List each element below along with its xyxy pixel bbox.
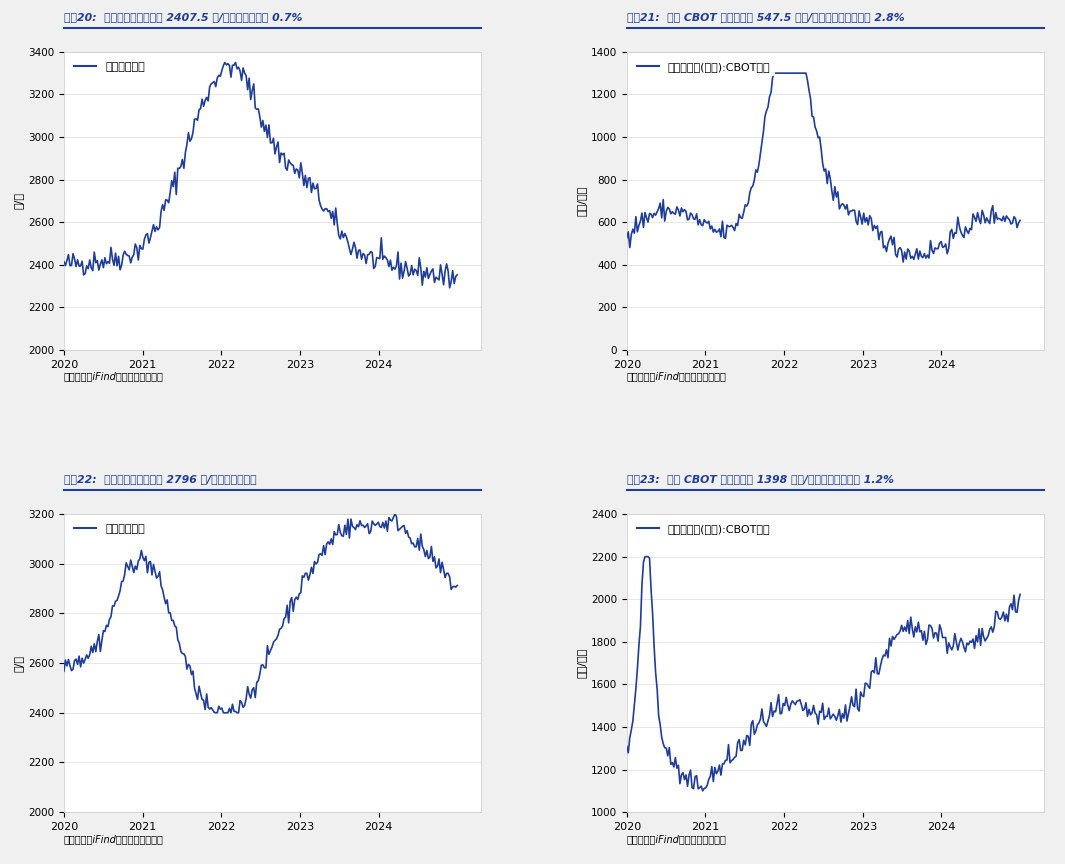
Text: 图表22:  本周国内粳稻现货价 2796 元/吨，较上周持平: 图表22: 本周国内粳稻现货价 2796 元/吨，较上周持平 xyxy=(64,473,257,484)
Y-axis label: 元/吨: 元/吨 xyxy=(14,655,23,671)
Y-axis label: 美分/蒲式: 美分/蒲式 xyxy=(576,186,587,216)
Y-axis label: 元/吨: 元/吨 xyxy=(14,193,23,209)
Legend: 现货价：粳稻: 现货价：粳稻 xyxy=(69,519,149,538)
Y-axis label: 美分/英担: 美分/英担 xyxy=(576,648,587,678)
Text: 图表20:  本周国内小麦现货价 2407.5 元/吨，较上周下跌 0.7%: 图表20: 本周国内小麦现货价 2407.5 元/吨，较上周下跌 0.7% xyxy=(64,11,302,22)
Text: 资料来源：iFind，国盛证券研究所: 资料来源：iFind，国盛证券研究所 xyxy=(627,834,726,844)
Text: 资料来源：iFind，国盛证券研究所: 资料来源：iFind，国盛证券研究所 xyxy=(627,372,726,382)
Text: 资料来源：iFind，国盛证券研究所: 资料来源：iFind，国盛证券研究所 xyxy=(64,372,164,382)
Legend: 期货收盘价(活跃):CBOT糙米: 期货收盘价(活跃):CBOT糙米 xyxy=(633,519,775,538)
Text: 资料来源：iFind，国盛证券研究所: 资料来源：iFind，国盛证券研究所 xyxy=(64,834,164,844)
Legend: 期货收盘价(活跃):CBOT小麦: 期货收盘价(活跃):CBOT小麦 xyxy=(633,57,775,76)
Legend: 现货价：小麦: 现货价：小麦 xyxy=(69,57,149,76)
Text: 图表23:  本周 CBOT 糙米收盘价 1398 美分/英担，较上周下跌 1.2%: 图表23: 本周 CBOT 糙米收盘价 1398 美分/英担，较上周下跌 1.2… xyxy=(627,473,894,484)
Text: 图表21:  本周 CBOT 小麦收盘价 547.5 美分/蒲式耳，较上周上涨 2.8%: 图表21: 本周 CBOT 小麦收盘价 547.5 美分/蒲式耳，较上周上涨 2… xyxy=(627,11,904,22)
